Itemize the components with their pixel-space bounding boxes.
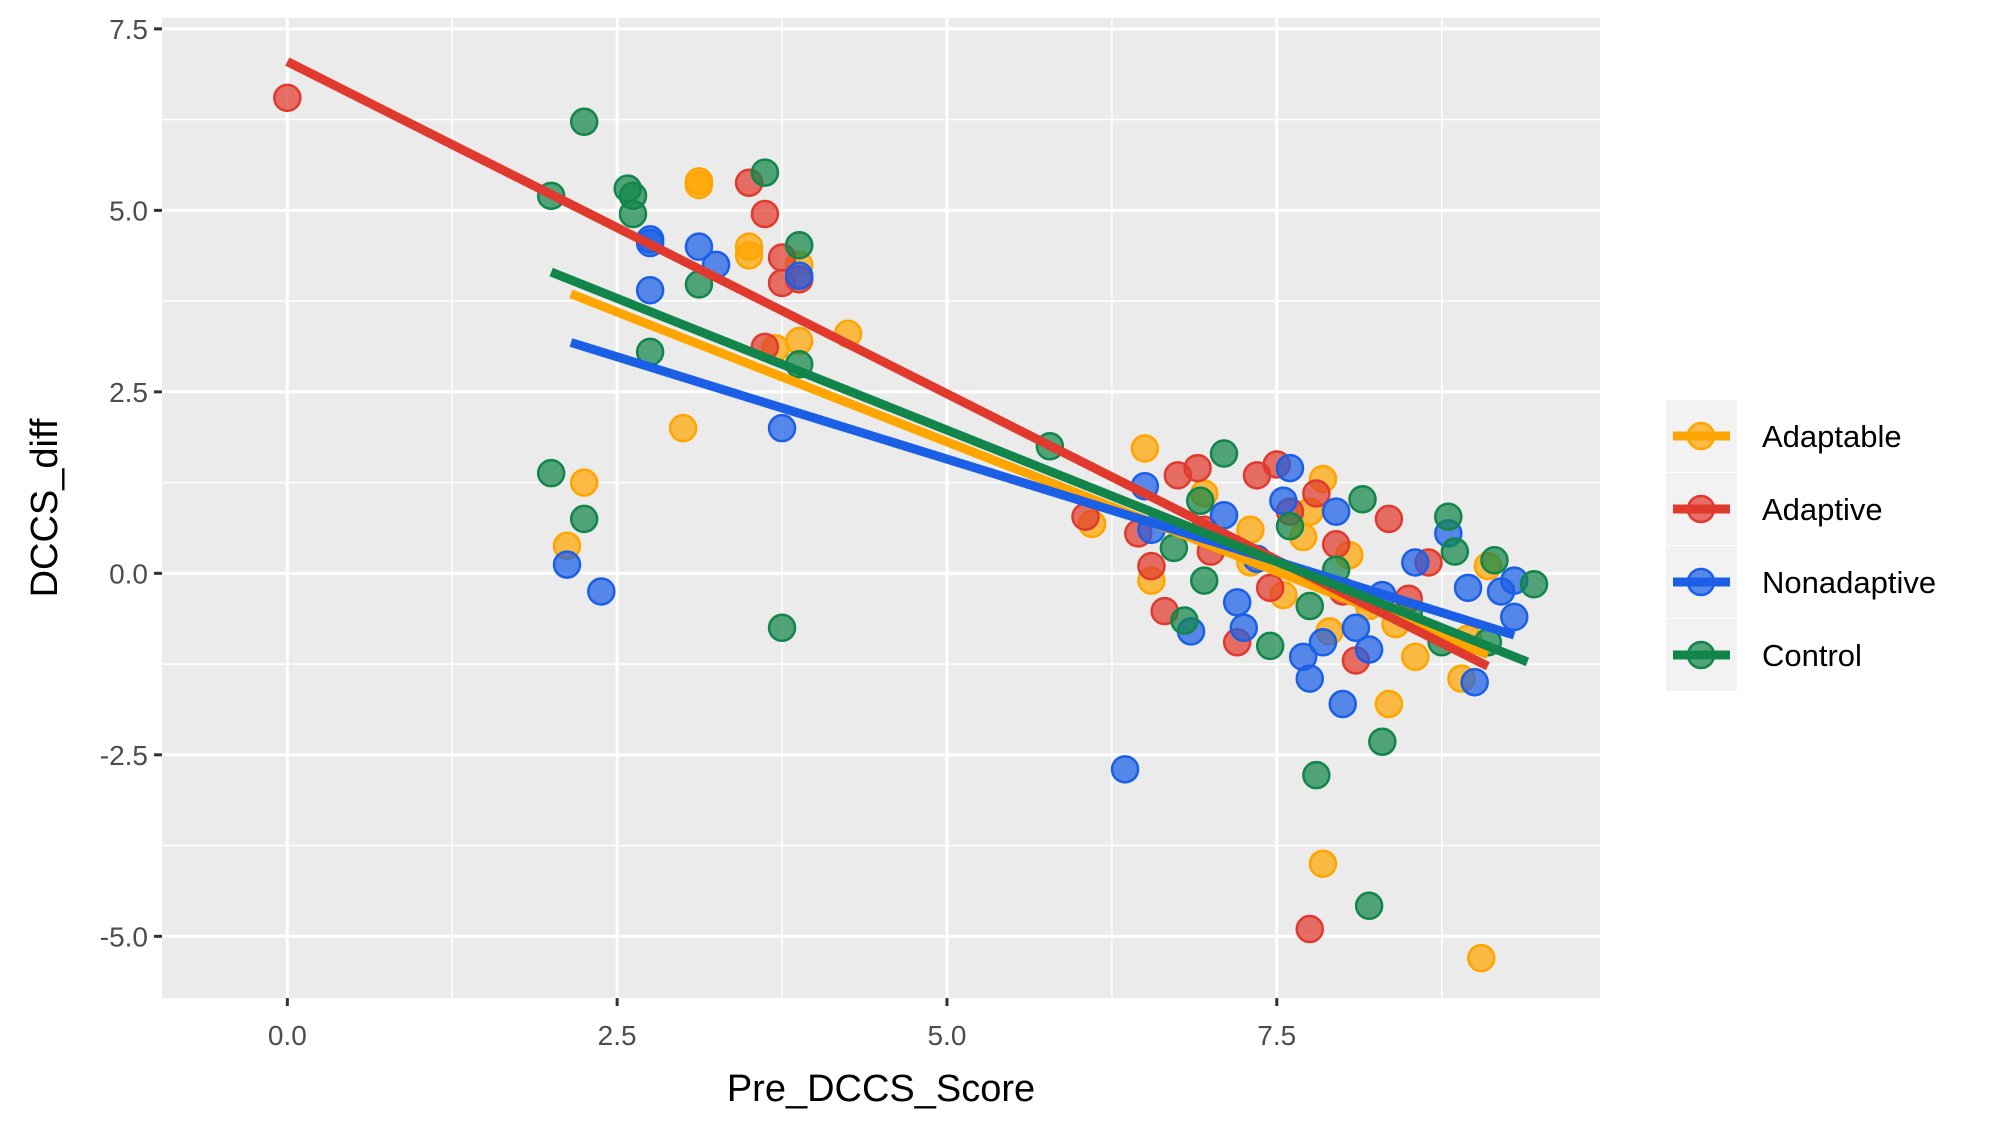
adaptive-data-point: [1137, 551, 1166, 581]
nonadaptive-data-point: [1328, 689, 1357, 719]
control-data-point: [1480, 546, 1509, 575]
x-axis-title: Pre_DCCS_Score: [727, 1068, 1035, 1110]
control-data-point: [784, 230, 814, 260]
major-gridlines: [162, 18, 1600, 998]
control-data-point: [1519, 569, 1549, 599]
control-regression-line: [549, 267, 1530, 667]
control-data-point: [1275, 511, 1305, 541]
nonadaptive-data-point: [1308, 628, 1338, 657]
adaptable-regression-line: [569, 289, 1490, 659]
legend-label: Adaptive: [1762, 492, 1883, 527]
nonadaptive-data-point: [767, 413, 797, 443]
adaptable-data-point: [684, 170, 714, 200]
nonadaptive-data-point: [1453, 573, 1483, 603]
legend-label: Adaptable: [1762, 419, 1902, 454]
x-tick-label: 0.0: [268, 1020, 307, 1051]
y-axis: 7.5 5.0 2.5 0.0 -2.5 -5.0: [100, 14, 162, 952]
nonadaptive-data-point: [1354, 635, 1384, 664]
control-data-point: [1295, 591, 1325, 621]
legend-label: Nonadaptive: [1762, 565, 1936, 600]
adaptable-data-point: [1308, 849, 1338, 878]
nonadaptive-data-point: [587, 577, 616, 606]
control-data-point: [1368, 727, 1397, 756]
x-axis: 0.0 2.5 5.0 7.5: [268, 998, 1296, 1051]
control-data-point: [1209, 439, 1239, 468]
control-data-point: [1440, 537, 1470, 566]
y-tick-label: 0.0: [109, 558, 148, 589]
control-data-point: [536, 458, 566, 488]
adaptable-data-point: [734, 241, 764, 270]
y-tick-label: 5.0: [109, 195, 148, 226]
control-data-point: [1255, 631, 1285, 661]
nonadaptive-data-point: [684, 232, 714, 261]
nonadaptive-data-point: [784, 261, 814, 290]
x-tick-label: 5.0: [927, 1020, 966, 1051]
nonadaptive-data-point: [1499, 602, 1529, 632]
nonadaptive-data-point: [635, 275, 665, 305]
control-data-point: [1302, 760, 1331, 790]
nonadaptive-data-point: [1295, 664, 1325, 693]
y-tick-label: -5.0: [100, 921, 148, 952]
nonadaptive-data-point: [1110, 755, 1140, 784]
legend-item-adaptive: Adaptive: [1666, 473, 1883, 545]
nonadaptive-regression-line: [569, 338, 1516, 640]
x-tick-label: 7.5: [1257, 1020, 1296, 1051]
control-data-point: [1348, 485, 1377, 514]
control-data-point: [569, 107, 599, 137]
control-data-point: [750, 158, 780, 187]
adaptive-data-point: [273, 83, 302, 113]
adaptive-data-point: [750, 199, 780, 229]
adaptable-data-point: [1467, 943, 1496, 973]
legend-item-adaptable: Adaptable: [1666, 400, 1902, 472]
control-data-point: [1434, 502, 1463, 531]
adaptive-data-point: [1255, 573, 1285, 603]
adaptable-data-point: [569, 468, 599, 497]
nonadaptive-data-point: [1229, 613, 1259, 643]
nonadaptive-data-point: [1401, 548, 1430, 577]
control-data-point: [618, 199, 648, 229]
adaptive-data-point: [1302, 479, 1331, 508]
minor-gridlines: [162, 18, 1600, 998]
y-tick-label: 2.5: [109, 377, 148, 408]
adaptable-data-point: [668, 413, 698, 443]
control-data-point: [1189, 566, 1219, 595]
nonadaptive-data-point: [1269, 486, 1298, 515]
nonadaptive-data-point: [1341, 613, 1371, 643]
control-data-point: [1170, 606, 1199, 635]
nonadaptive-data-point: [1209, 501, 1239, 530]
legend-item-control: Control: [1666, 619, 1862, 691]
control-data-point: [1186, 486, 1215, 515]
control-data-point: [767, 613, 797, 643]
control-data-point: [1354, 891, 1384, 921]
y-axis-title: DCCS_diff: [24, 418, 66, 597]
adaptive-data-point: [1295, 914, 1325, 944]
fit-lines: [285, 57, 1530, 671]
legend-label: Control: [1762, 638, 1862, 673]
x-tick-label: 2.5: [598, 1020, 637, 1051]
adaptive-data-point: [1183, 453, 1212, 483]
nonadaptive-data-point: [1275, 453, 1305, 483]
legend-item-nonadaptive: Nonadaptive: [1666, 546, 1936, 618]
nonadaptive-data-point: [1222, 588, 1252, 617]
nonadaptive-data-point: [552, 550, 582, 579]
adaptive-data-point: [1321, 530, 1351, 559]
legend: Adaptable Adaptive Nonadaptive Control: [1666, 400, 1936, 691]
adaptable-data-point: [1374, 689, 1404, 719]
adaptive-data-point: [1374, 504, 1404, 534]
y-tick-label: 7.5: [109, 14, 148, 45]
nonadaptive-data-point: [1460, 667, 1489, 697]
y-tick-label: -2.5: [100, 740, 148, 771]
adaptable-data-point: [1401, 642, 1430, 672]
nonadaptive-data-point: [1321, 497, 1351, 526]
control-data-point: [569, 504, 599, 534]
adaptable-data-point: [1130, 434, 1160, 463]
